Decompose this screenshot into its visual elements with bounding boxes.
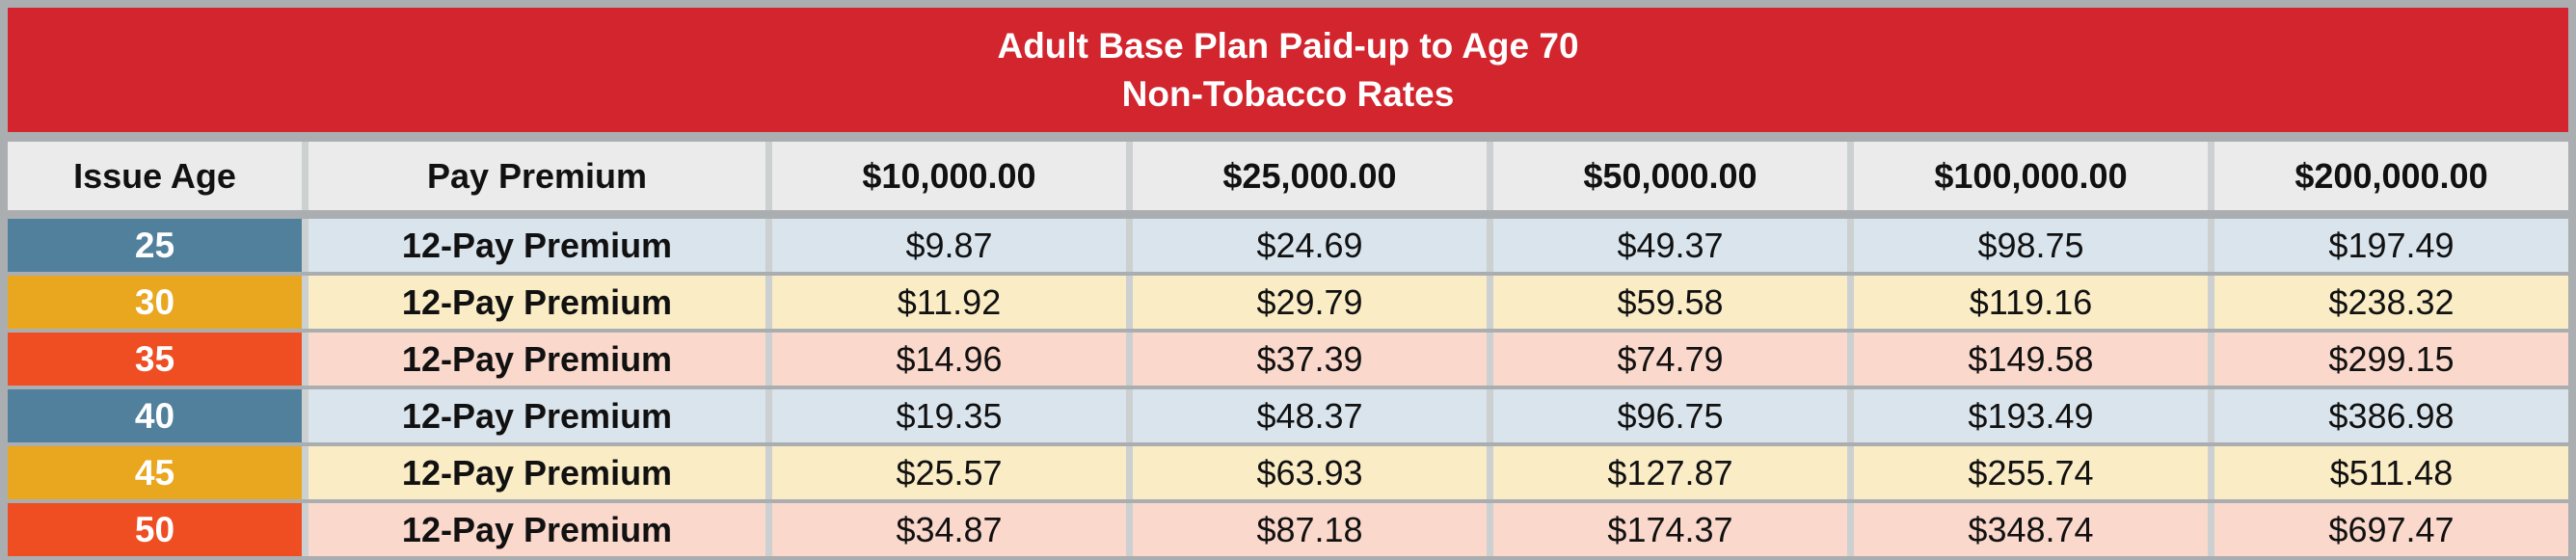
rate-cell: $697.47 [2214, 503, 2568, 556]
rate-cell: $59.58 [1493, 276, 1847, 329]
header-face-50000: $50,000.00 [1493, 142, 1847, 210]
rate-cell: $11.92 [772, 276, 1126, 329]
header-face-25000: $25,000.00 [1133, 142, 1487, 210]
table-title-banner: Adult Base Plan Paid-up to Age 70 Non-To… [8, 8, 2568, 132]
premium-type-cell: 12-Pay Premium [309, 446, 765, 499]
issue-age-cell: 40 [8, 389, 302, 442]
rate-cell: $25.57 [772, 446, 1126, 499]
table-row: 25 12-Pay Premium $9.87 $24.69 $49.37 $9… [8, 219, 2568, 272]
rate-cell: $197.49 [2214, 219, 2568, 272]
rate-cell: $9.87 [772, 219, 1126, 272]
premium-type-cell: 12-Pay Premium [309, 389, 765, 442]
table-title-line1: Adult Base Plan Paid-up to Age 70 [997, 25, 1579, 66]
rate-cell: $14.96 [772, 333, 1126, 386]
rate-cell: $48.37 [1133, 389, 1487, 442]
table-row: 45 12-Pay Premium $25.57 $63.93 $127.87 … [8, 446, 2568, 499]
rate-cell: $24.69 [1133, 219, 1487, 272]
rate-cell: $238.32 [2214, 276, 2568, 329]
table-row: 30 12-Pay Premium $11.92 $29.79 $59.58 $… [8, 276, 2568, 329]
rate-cell: $37.39 [1133, 333, 1487, 386]
rate-cell: $63.93 [1133, 446, 1487, 499]
table-row: 35 12-Pay Premium $14.96 $37.39 $74.79 $… [8, 333, 2568, 386]
header-face-200000: $200,000.00 [2214, 142, 2568, 210]
rate-cell: $127.87 [1493, 446, 1847, 499]
rate-cell: $149.58 [1854, 333, 2208, 386]
rate-cell: $174.37 [1493, 503, 1847, 556]
rate-cell: $193.49 [1854, 389, 2208, 442]
rate-cell: $74.79 [1493, 333, 1847, 386]
rate-cell: $299.15 [2214, 333, 2568, 386]
header-pay-premium: Pay Premium [309, 142, 765, 210]
header-issue-age: Issue Age [8, 142, 302, 210]
issue-age-cell: 45 [8, 446, 302, 499]
table-title-line2: Non-Tobacco Rates [1121, 73, 1455, 114]
header-row: Issue Age Pay Premium $10,000.00 $25,000… [8, 142, 2568, 210]
rate-cell: $96.75 [1493, 389, 1847, 442]
rate-cell: $19.35 [772, 389, 1126, 442]
rate-cell: $98.75 [1854, 219, 2208, 272]
premium-type-cell: 12-Pay Premium [309, 503, 765, 556]
rate-cell: $87.18 [1133, 503, 1487, 556]
premium-type-cell: 12-Pay Premium [309, 276, 765, 329]
issue-age-cell: 30 [8, 276, 302, 329]
premium-type-cell: 12-Pay Premium [309, 333, 765, 386]
rate-cell: $49.37 [1493, 219, 1847, 272]
rate-cell: $255.74 [1854, 446, 2208, 499]
rate-cell: $511.48 [2214, 446, 2568, 499]
premium-type-cell: 12-Pay Premium [309, 219, 765, 272]
header-face-10000: $10,000.00 [772, 142, 1126, 210]
rate-cell: $348.74 [1854, 503, 2208, 556]
issue-age-cell: 35 [8, 333, 302, 386]
header-face-100000: $100,000.00 [1854, 142, 2208, 210]
rate-cell: $29.79 [1133, 276, 1487, 329]
rate-cell: $386.98 [2214, 389, 2568, 442]
table-row: 50 12-Pay Premium $34.87 $87.18 $174.37 … [8, 503, 2568, 556]
issue-age-cell: 25 [8, 219, 302, 272]
issue-age-cell: 50 [8, 503, 302, 556]
rate-cell: $34.87 [772, 503, 1126, 556]
table-row: 40 12-Pay Premium $19.35 $48.37 $96.75 $… [8, 389, 2568, 442]
rate-cell: $119.16 [1854, 276, 2208, 329]
